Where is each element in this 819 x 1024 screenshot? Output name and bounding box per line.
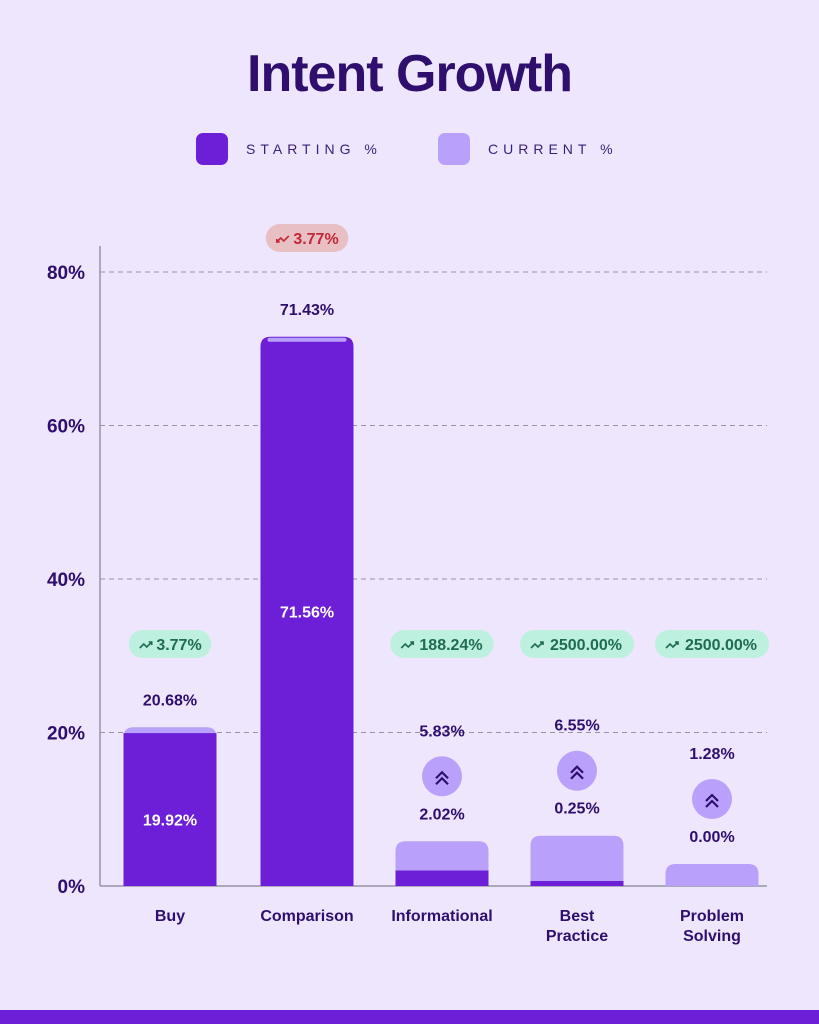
category-label: Solving xyxy=(683,928,741,945)
growth-label: 188.24% xyxy=(419,637,482,654)
growth-label: 2500.00% xyxy=(685,637,757,654)
legend-current: CURRENT % xyxy=(438,133,618,165)
value-label-current: 5.83% xyxy=(419,723,464,740)
bottom-accent-bar xyxy=(0,1010,819,1024)
category-label: Best xyxy=(560,908,595,925)
value-label-starting: 19.92% xyxy=(143,813,197,830)
bar-starting xyxy=(395,870,489,886)
chevron-stroke xyxy=(435,770,449,786)
trend-up-icon xyxy=(400,641,415,649)
value-label-current: 71.43% xyxy=(280,302,334,319)
double-chevron-up-icon xyxy=(422,756,462,797)
growth-badge xyxy=(265,224,349,252)
growth-label: 2500.00% xyxy=(550,637,622,654)
category-label: Buy xyxy=(155,908,185,925)
trend-up-icon xyxy=(530,641,544,649)
legend-swatch-current xyxy=(438,133,470,165)
value-label-current: 6.55% xyxy=(554,718,599,735)
double-chevron-up-icon xyxy=(557,750,597,791)
y-tick-label: 20% xyxy=(47,724,85,745)
category-label: Practice xyxy=(546,928,608,945)
legend-starting: STARTING % xyxy=(196,133,382,165)
legend-swatch-starting xyxy=(196,133,228,165)
growth-badge xyxy=(655,630,769,658)
value-label-current: 1.28% xyxy=(689,746,734,763)
legend-label-starting: STARTING % xyxy=(246,141,382,157)
value-label-current: 20.68% xyxy=(143,692,197,709)
bar-starting xyxy=(530,881,624,886)
chart-title: Intent Growth xyxy=(247,45,573,103)
trend-up-icon xyxy=(139,641,153,649)
y-tick-label: 0% xyxy=(58,877,86,898)
value-label-starting: 0.25% xyxy=(554,801,599,818)
bar-starting xyxy=(123,733,217,886)
chevron-stroke xyxy=(705,793,719,808)
growth-badge xyxy=(520,630,634,658)
bar-current xyxy=(530,835,624,886)
bar-current xyxy=(267,337,347,342)
growth-badge xyxy=(128,630,212,658)
chevron-stroke xyxy=(570,765,584,780)
trend-down-icon xyxy=(275,235,290,243)
value-label-starting: 2.02% xyxy=(419,806,464,823)
double-chevron-up-icon xyxy=(692,779,732,819)
category-label: Comparison xyxy=(260,908,353,925)
legend-label-current: CURRENT % xyxy=(488,141,618,157)
y-tick-label: 40% xyxy=(47,570,85,591)
growth-label: 3.77% xyxy=(156,637,201,654)
growth-badge xyxy=(390,630,494,658)
category-label: Problem xyxy=(680,908,744,925)
y-tick-label: 60% xyxy=(47,417,85,438)
growth-label: 3.77% xyxy=(293,231,338,248)
category-label: Informational xyxy=(391,908,492,925)
y-tick-label: 80% xyxy=(47,263,85,284)
value-label-starting: 0.00% xyxy=(689,829,734,846)
value-label-starting: 71.56% xyxy=(280,604,334,621)
bar-starting xyxy=(260,336,354,887)
trend-up-icon xyxy=(665,641,679,649)
bar-current xyxy=(665,864,759,886)
